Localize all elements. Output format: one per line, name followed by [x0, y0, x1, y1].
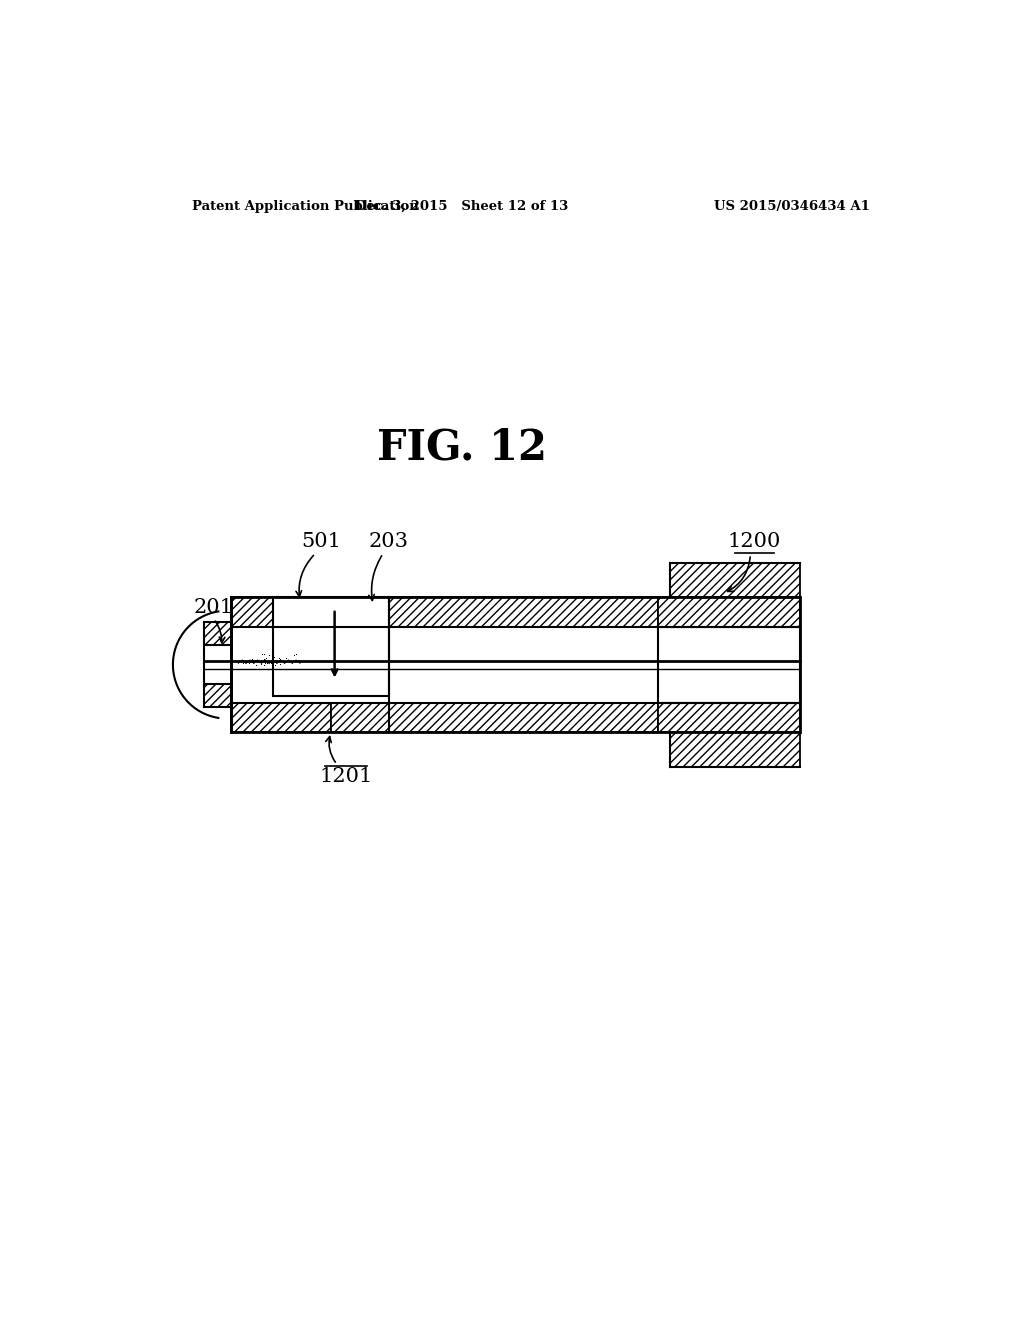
- Bar: [204, 684, 230, 708]
- Text: 501: 501: [301, 532, 342, 552]
- Text: 1200: 1200: [728, 532, 781, 552]
- Bar: [658, 702, 801, 733]
- Text: Patent Application Publication: Patent Application Publication: [193, 199, 419, 213]
- Bar: [670, 562, 801, 597]
- Bar: [331, 702, 658, 733]
- Bar: [273, 597, 388, 696]
- Bar: [658, 597, 801, 627]
- Text: US 2015/0346434 A1: US 2015/0346434 A1: [714, 199, 869, 213]
- Text: Dec. 3, 2015   Sheet 12 of 13: Dec. 3, 2015 Sheet 12 of 13: [355, 199, 568, 213]
- Bar: [670, 733, 801, 767]
- Bar: [204, 645, 230, 684]
- Bar: [331, 597, 658, 627]
- Text: FIG. 12: FIG. 12: [377, 426, 547, 469]
- Bar: [658, 627, 801, 702]
- Bar: [230, 702, 331, 733]
- Bar: [204, 622, 230, 645]
- Bar: [230, 597, 331, 627]
- Bar: [230, 597, 801, 733]
- Text: 1201: 1201: [319, 767, 373, 785]
- Text: 201: 201: [194, 598, 233, 616]
- Text: 203: 203: [369, 532, 409, 552]
